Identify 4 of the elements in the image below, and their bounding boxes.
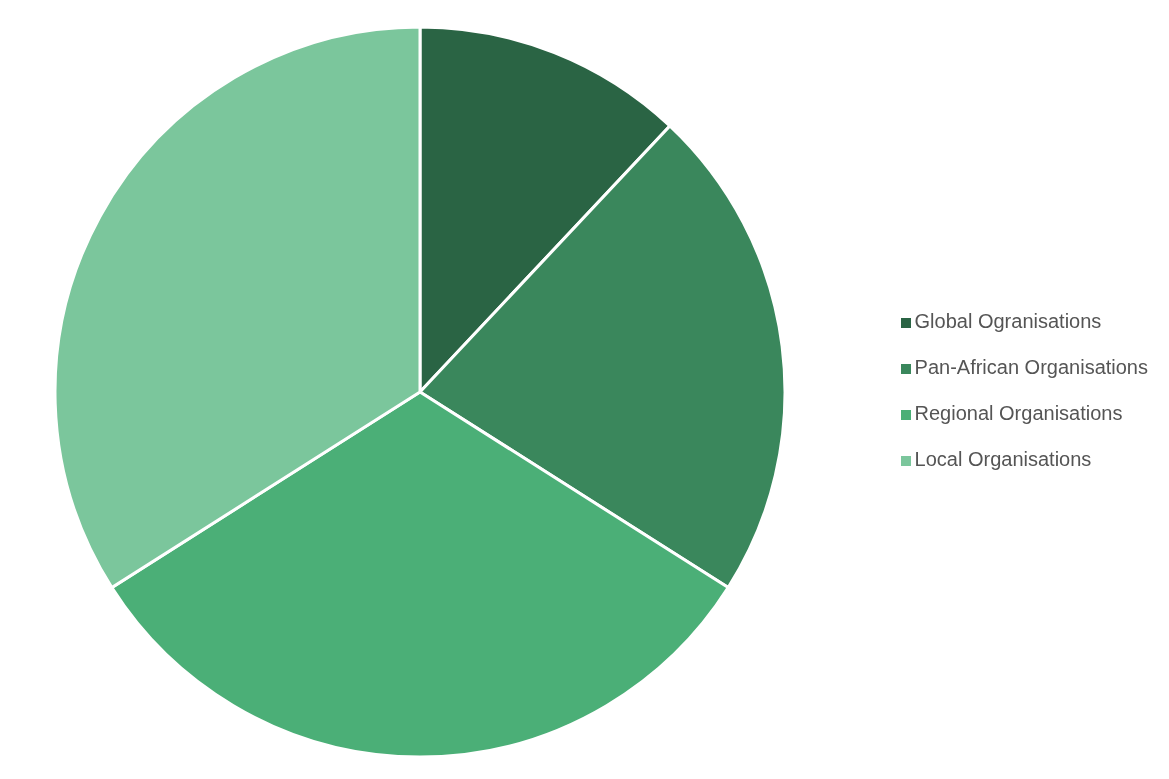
- legend-label: Pan-African Organisations: [914, 355, 1148, 378]
- legend-label: Local Organisations: [914, 447, 1092, 470]
- legend-label: Global Ogranisations: [914, 309, 1102, 332]
- legend-label: Regional Organisations: [914, 401, 1123, 424]
